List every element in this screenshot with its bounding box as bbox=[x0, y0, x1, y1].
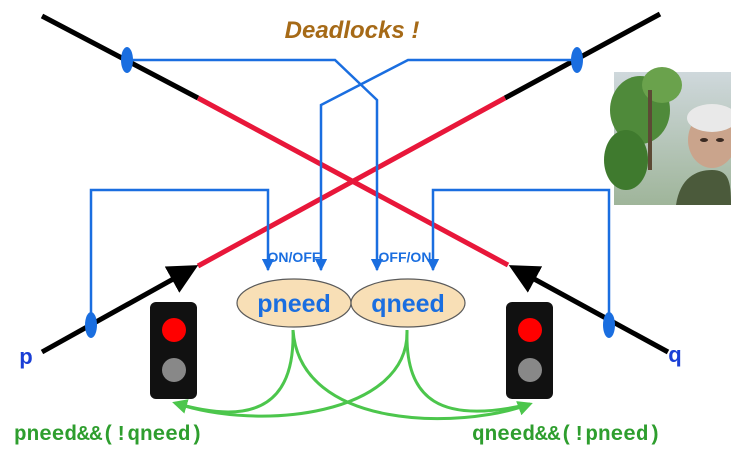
slide-title: Deadlocks ! bbox=[285, 17, 420, 44]
photo-thumbnail bbox=[604, 67, 731, 205]
flag-qneed: qneed bbox=[350, 278, 466, 328]
condition-left: pneed&&(!qneed) bbox=[14, 424, 203, 447]
flag-label-qneed: qneed bbox=[371, 290, 445, 318]
condition-right: qneed&&(!pneed) bbox=[472, 424, 661, 447]
track-sensors bbox=[85, 47, 615, 338]
condition-arrows bbox=[172, 329, 533, 421]
sensor-lower-right bbox=[603, 312, 615, 338]
sensor-upper-left bbox=[121, 47, 133, 73]
process-label-p: p bbox=[19, 344, 32, 369]
flag-label-pneed: pneed bbox=[257, 290, 331, 318]
traffic-light-icon bbox=[150, 302, 197, 399]
process-label-q: q bbox=[668, 342, 681, 367]
flag-pneed: pneed bbox=[236, 278, 352, 328]
signal-wires bbox=[89, 58, 611, 325]
switch-label-right: OFF/ON bbox=[379, 249, 432, 265]
switch-label-left: ON/OFF bbox=[268, 249, 321, 265]
sensor-upper-right bbox=[571, 47, 583, 73]
traffic-light-icon bbox=[506, 302, 553, 399]
sensor-lower-left bbox=[85, 312, 97, 338]
